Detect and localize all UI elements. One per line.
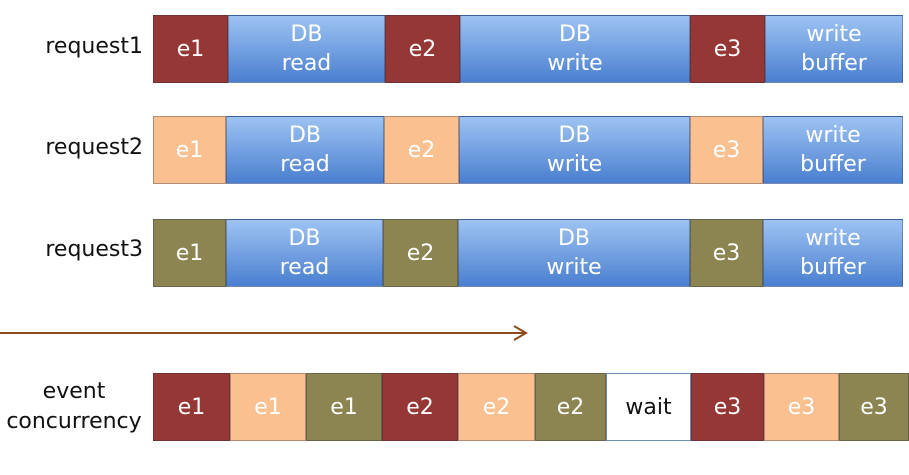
- request3-event-block: e3: [690, 219, 763, 287]
- block-label: wait: [625, 394, 672, 420]
- request1-operation-block: DB read: [228, 15, 385, 83]
- concurrency-event-block-request1: e3: [691, 373, 764, 441]
- request1-event-block: e3: [690, 15, 765, 83]
- request3-operation-block: write buffer: [763, 219, 903, 287]
- request1-bar: e1 DB read e2 DB write e3 write buffer: [153, 15, 903, 83]
- request2-operation-block: DB read: [226, 116, 384, 184]
- event-concurrency-bar: e1 e1 e1 e2 e2 e2 wait e3 e3 e3: [153, 373, 909, 441]
- block-label: e2: [406, 240, 435, 266]
- block-label: e2: [406, 394, 434, 420]
- block-label: e2: [408, 36, 437, 62]
- request3-event-block: e1: [153, 219, 226, 287]
- concurrency-event-block-request1: e2: [382, 373, 458, 441]
- block-label: DB: [288, 123, 322, 148]
- concurrency-event-block-request3: e3: [839, 373, 909, 441]
- block-label-line2: write: [546, 152, 603, 177]
- block-label: e3: [787, 394, 816, 420]
- block-label: e1: [177, 394, 206, 420]
- block-label-line2: read: [280, 152, 330, 177]
- request2-operation-block: DB write: [459, 116, 690, 184]
- block-label-line2: buffer: [800, 255, 866, 280]
- block-label-line2: read: [279, 255, 330, 280]
- request1-label: request1: [45, 34, 143, 59]
- request3-label: request3: [45, 237, 143, 262]
- block-label: e1: [175, 240, 204, 266]
- block-label-line2: write: [546, 255, 602, 280]
- timeline-arrow: [0, 325, 528, 341]
- concurrency-event-block-request1: e1: [153, 373, 230, 441]
- block-label: e1: [254, 394, 282, 420]
- block-label: e1: [175, 137, 204, 163]
- request2-bar: e1 DB read e2 DB write e3 write buffer: [153, 116, 903, 184]
- concurrency-event-block-request2: e2: [458, 373, 535, 441]
- block-label: DB: [558, 123, 591, 148]
- event-concurrency-label-line2: concurrency: [6, 409, 142, 434]
- block-label: e3: [712, 137, 741, 163]
- concurrency-event-block-request3: e1: [306, 373, 382, 441]
- block-label: write: [805, 123, 861, 148]
- request1-operation-block: DB write: [460, 15, 690, 83]
- request3-operation-block: DB read: [226, 219, 383, 287]
- block-label: e1: [176, 36, 205, 62]
- block-label: DB: [290, 22, 323, 47]
- request2-label: request2: [45, 135, 143, 160]
- block-label: e3: [713, 394, 742, 420]
- request2-event-block: e3: [690, 116, 763, 184]
- block-label: e3: [712, 240, 741, 266]
- block-label-line2: buffer: [801, 51, 867, 76]
- request3-operation-block: DB write: [458, 219, 690, 287]
- block-label-line2: read: [281, 51, 332, 76]
- request3-event-block: e2: [383, 219, 458, 287]
- request3-bar: e1 DB read e2 DB write e3 write buffer: [153, 219, 903, 287]
- request1-event-block: e1: [153, 15, 228, 83]
- block-label: DB: [557, 226, 591, 251]
- concurrency-event-block-request3: e2: [535, 373, 606, 441]
- event-concurrency-label-line1: event: [42, 379, 106, 404]
- block-label: e2: [556, 394, 585, 420]
- request2-operation-block: write buffer: [763, 116, 903, 184]
- request2-event-block: e2: [384, 116, 459, 184]
- block-label: e2: [482, 394, 511, 420]
- block-label: write: [806, 22, 862, 47]
- block-label: DB: [558, 22, 592, 47]
- block-label: e2: [407, 137, 436, 163]
- wait-block: wait: [606, 373, 691, 441]
- request2-event-block: e1: [153, 116, 226, 184]
- request1-operation-block: write buffer: [765, 15, 903, 83]
- concurrency-event-block-request2: e1: [230, 373, 306, 441]
- block-label: DB: [288, 226, 321, 251]
- block-label-line2: buffer: [800, 152, 866, 177]
- block-label: e3: [713, 36, 742, 62]
- block-label: e1: [330, 394, 358, 420]
- concurrency-event-block-request2: e3: [764, 373, 839, 441]
- request1-event-block: e2: [385, 15, 460, 83]
- block-label: write: [805, 226, 861, 251]
- block-label: e3: [860, 394, 888, 420]
- block-label-line2: write: [547, 51, 603, 76]
